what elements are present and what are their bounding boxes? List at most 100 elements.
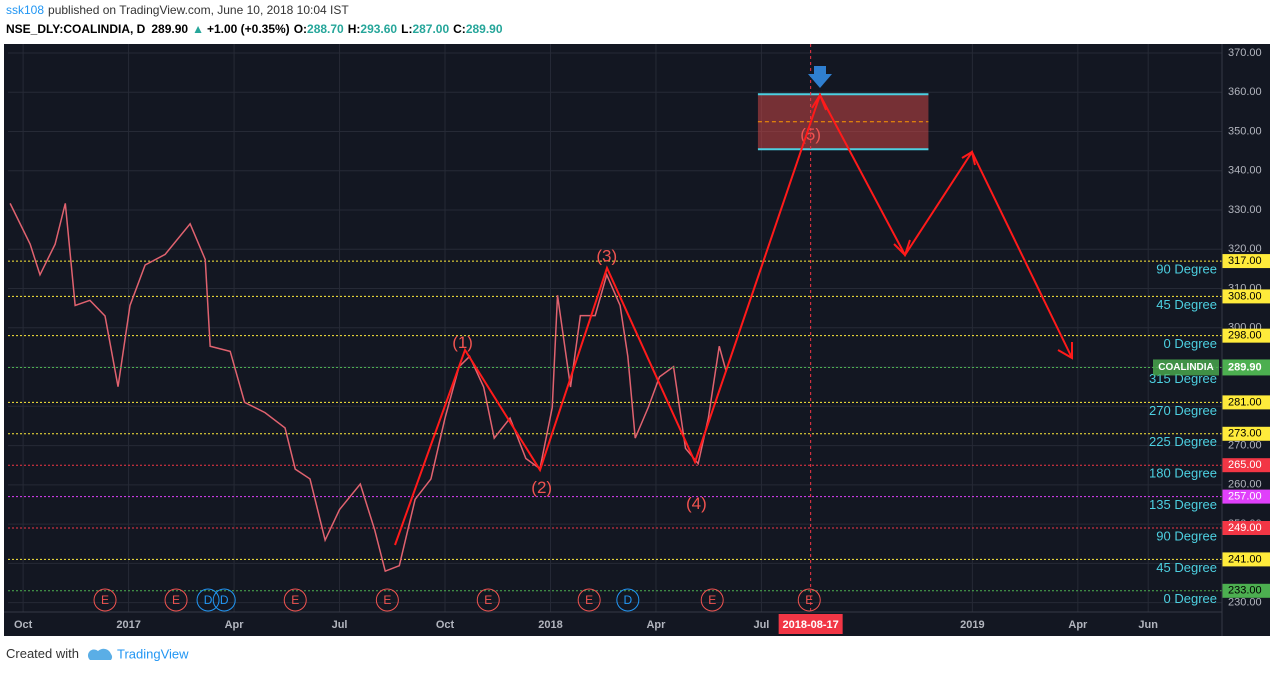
- arrow-head: [811, 92, 827, 111]
- wave-label: (2): [531, 478, 552, 497]
- header-line-2: NSE_DLY:COALINDIA, D 289.90 ▲ +1.00 (+0.35%…: [6, 22, 503, 36]
- x-tick-label: 2018: [538, 619, 562, 631]
- event-label: D: [204, 593, 213, 607]
- change: +1.00 (+0.35%): [207, 22, 290, 36]
- x-tick-label: Apr: [225, 619, 245, 631]
- event-marker: [577, 588, 601, 612]
- arrow: ▲: [192, 22, 204, 36]
- level-tag-label: 265.00: [1228, 459, 1262, 471]
- symbol-tag-label: COALINDIA: [1158, 362, 1214, 373]
- event-marker: [375, 588, 399, 612]
- x-tick-label: Oct: [436, 619, 455, 631]
- event-marker: [212, 588, 236, 612]
- wave-label: (4): [686, 494, 707, 513]
- x-tick-label: Jul: [332, 619, 348, 631]
- y-tick-label: 350.00: [1228, 125, 1262, 137]
- level-tag: [1222, 289, 1270, 304]
- h-label: H:: [348, 22, 361, 36]
- published: published on TradingView.com, June 10, 2…: [48, 3, 349, 17]
- event-marker: [93, 588, 117, 612]
- level-tag: [1222, 583, 1270, 598]
- brand[interactable]: TradingView: [117, 646, 189, 661]
- level-tag: [1222, 328, 1270, 343]
- event-label: D: [623, 593, 632, 607]
- y-tick-label: 330.00: [1228, 204, 1262, 216]
- x-tick-label: Jul: [753, 619, 769, 631]
- wave-label: (3): [596, 247, 617, 266]
- level-tag-label: 317.00: [1228, 255, 1262, 267]
- level-degree: 90 Degree: [1156, 528, 1217, 543]
- event-marker: [616, 588, 640, 612]
- event-marker: [283, 588, 307, 612]
- arrow-head: [961, 150, 976, 166]
- arrow-head: [893, 239, 911, 257]
- o-label: O:: [294, 22, 307, 36]
- event-label: E: [585, 593, 593, 607]
- event-marker: [196, 588, 220, 612]
- y-tick-label: 260.00: [1228, 479, 1262, 491]
- last-price-tag: [1222, 359, 1270, 376]
- open: 288.70: [307, 22, 344, 36]
- level-degree: 0 Degree: [1164, 591, 1217, 606]
- event-marker: [476, 588, 500, 612]
- level-degree: 135 Degree: [1149, 497, 1217, 512]
- symbol: NSE_DLY:COALINDIA, D: [6, 22, 146, 36]
- header-line-1: ssk108 published on TradingView.com, June…: [6, 3, 349, 17]
- date-marker-tag: [778, 614, 843, 634]
- high: 293.60: [360, 22, 397, 36]
- down-arrow-icon: [808, 66, 832, 88]
- level-tag: [1222, 426, 1270, 441]
- level-tag: [1222, 552, 1270, 567]
- wave-path: [394, 92, 1073, 546]
- x-tick-label: Apr: [1068, 619, 1088, 631]
- author[interactable]: ssk108: [6, 3, 44, 17]
- y-tick-label: 340.00: [1228, 165, 1262, 177]
- event-label: D: [220, 593, 229, 607]
- x-tick-label: 2017: [116, 619, 140, 631]
- footer: Created with: [6, 646, 79, 661]
- close: 289.90: [466, 22, 503, 36]
- level-tag: [1222, 458, 1270, 473]
- y-tick-label: 270.00: [1228, 439, 1262, 451]
- arrow-head: [1057, 342, 1073, 360]
- event-marker: [797, 588, 821, 612]
- level-tag: [1222, 395, 1270, 410]
- level-degree: 0 Degree: [1164, 336, 1217, 351]
- level-tag-label: 308.00: [1228, 290, 1262, 302]
- y-tick-label: 230.00: [1228, 596, 1262, 608]
- level-tag-label: 241.00: [1228, 553, 1262, 565]
- tv-logo[interactable]: [87, 648, 112, 660]
- level-degree: 45 Degree: [1156, 560, 1217, 575]
- event-marker: [164, 588, 188, 612]
- level-tag-label: 249.00: [1228, 522, 1262, 534]
- date-marker-label: 2018-08-17: [783, 619, 839, 631]
- event-label: E: [291, 593, 299, 607]
- level-tag: [1222, 520, 1270, 535]
- level-degree: 90 Degree: [1156, 262, 1217, 277]
- x-tick-label: 2019: [960, 619, 984, 631]
- x-tick-label: Oct: [14, 619, 33, 631]
- plot: Oct 2017 Apr Jul Oct 2018 Apr Jul 2019 Apr Jun 230.…: [8, 44, 1270, 634]
- event-label: E: [172, 593, 180, 607]
- low: 287.00: [412, 22, 449, 36]
- y-tick-label: 360.00: [1228, 86, 1262, 98]
- level-tag: [1222, 254, 1270, 269]
- y-tick-label: 320.00: [1228, 243, 1262, 255]
- event-label: E: [383, 593, 391, 607]
- symbol-tag: [1153, 359, 1219, 376]
- event-label: E: [708, 593, 716, 607]
- x-tick-label: Apr: [646, 619, 666, 631]
- level-degree: 225 Degree: [1149, 434, 1217, 449]
- level-degree: 270 Degree: [1149, 403, 1217, 418]
- price-line: [9, 203, 727, 573]
- projection: [394, 92, 1073, 546]
- l-label: L:: [401, 22, 412, 36]
- event-label: E: [101, 593, 109, 607]
- level-degree: 45 Degree: [1156, 297, 1217, 312]
- y-tick-label: 370.00: [1228, 47, 1262, 59]
- level-tag-label: 298.00: [1228, 330, 1262, 342]
- wave-label: (1): [452, 333, 473, 352]
- c-label: C:: [453, 22, 466, 36]
- chart-background: [4, 44, 1270, 636]
